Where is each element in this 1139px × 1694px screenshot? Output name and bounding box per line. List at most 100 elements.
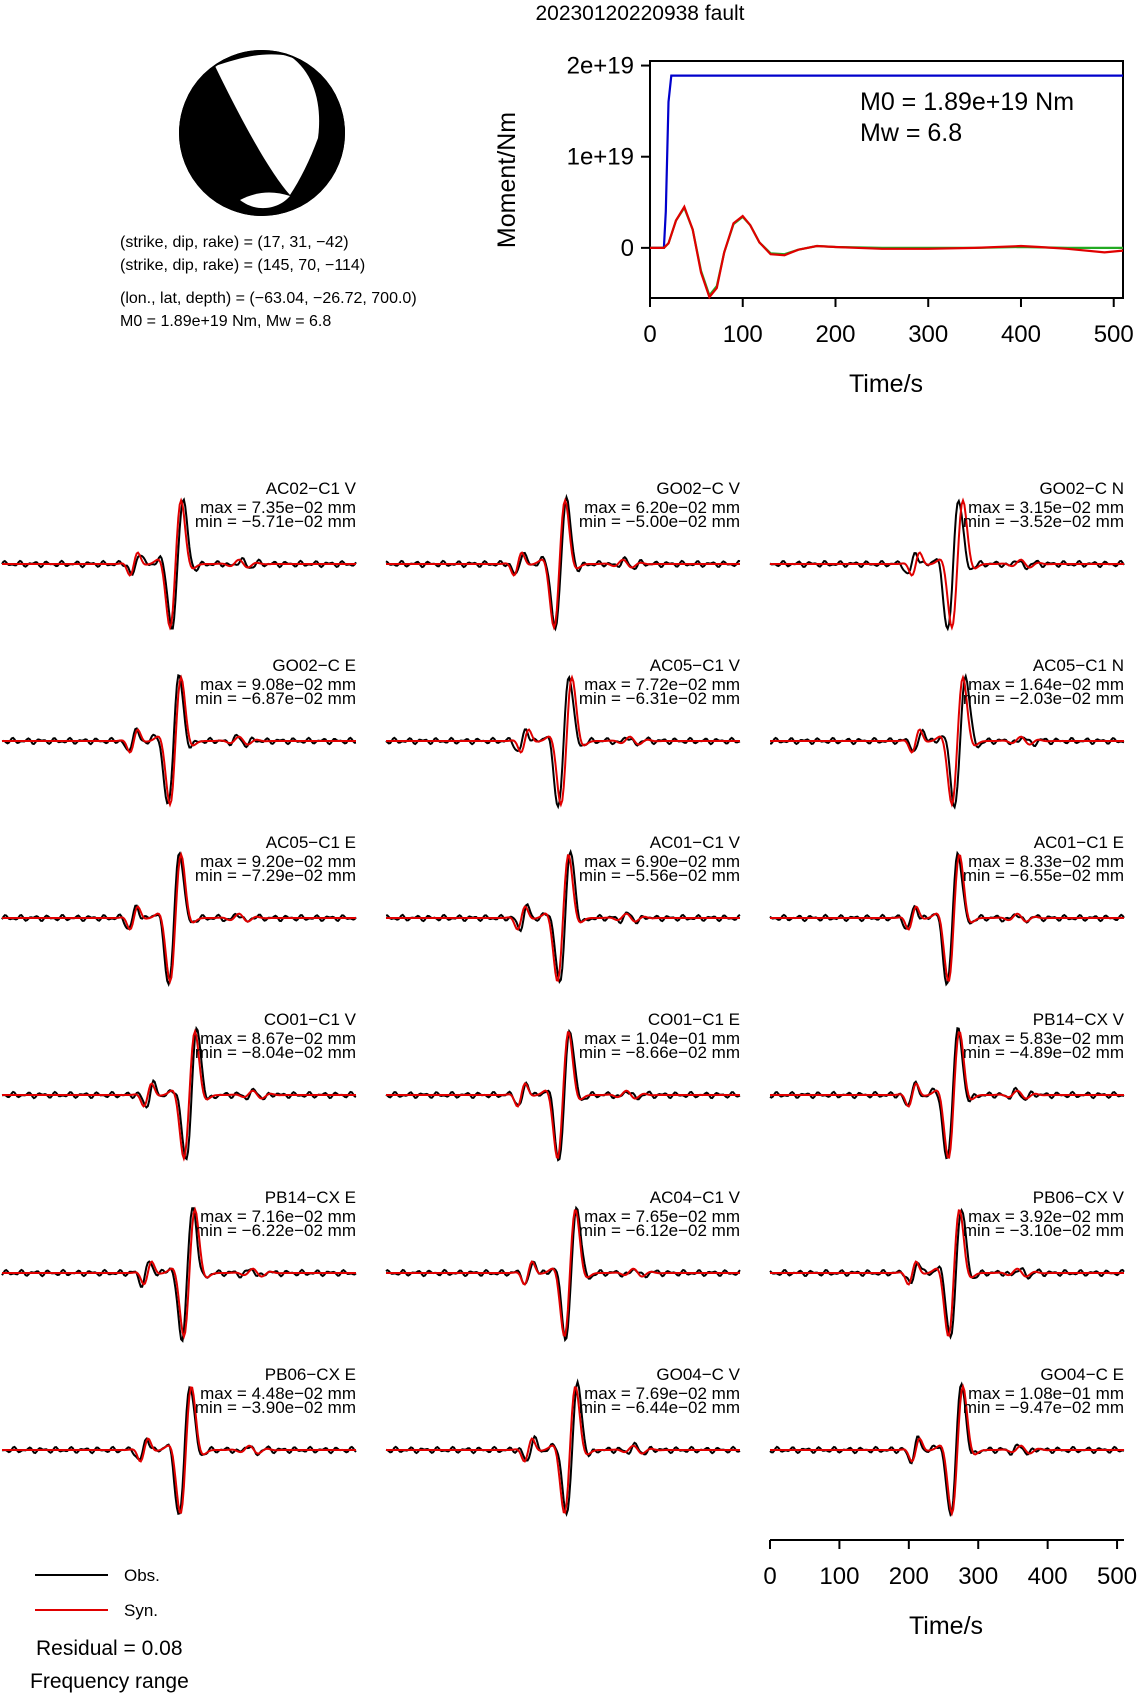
syn-trace	[386, 1209, 740, 1337]
obs-trace	[385, 848, 741, 985]
mechanism-moment: M0 = 1.89e+19 Nm, Mw = 6.8	[120, 313, 331, 330]
trace-station-label: GO04−C E	[1040, 1365, 1124, 1384]
trace-station-label: PB06−CX V	[1033, 1188, 1125, 1207]
syn-trace	[2, 1206, 356, 1340]
obs-trace	[1, 497, 357, 630]
syn-trace	[770, 1383, 1124, 1517]
moment-ytick-label: 1e+19	[567, 144, 634, 171]
mechanism-location: (lon., lat, depth) = (−63.04, −26.72, 70…	[120, 290, 417, 307]
moment-xtick-label: 0	[643, 321, 656, 348]
mechanism-plane2: (strike, dip, rake) = (145, 70, −114)	[120, 257, 365, 274]
trace-max-label: max = 4.48e−02 mm	[200, 1384, 356, 1403]
syn-trace	[2, 674, 356, 808]
syn-trace	[770, 674, 1124, 808]
trace-max-label: max = 9.20e−02 mm	[200, 852, 356, 871]
moment-series-1	[650, 205, 1123, 298]
trace-station-label: AC05−C1 V	[650, 656, 741, 675]
trace-min-label: min = −6.31e−02 mm	[579, 689, 740, 708]
moment-ylabel: Moment/Nm	[493, 112, 521, 248]
trace-min-label: min = −6.22e−02 mm	[195, 1221, 356, 1240]
trace-max-label: max = 1.64e−02 mm	[968, 675, 1124, 694]
trace-station-label: GO02−C E	[272, 656, 356, 675]
waveform-xtick-label: 200	[889, 1563, 929, 1590]
trace-max-label: max = 7.72e−02 mm	[584, 675, 740, 694]
trace-min-label: min = −9.47e−02 mm	[963, 1398, 1124, 1417]
trace-min-label: min = −6.12e−02 mm	[579, 1221, 740, 1240]
syn-trace	[386, 674, 740, 808]
moment-panel-frame	[649, 60, 1124, 299]
trace-station-label: CO01−C1 E	[648, 1010, 740, 1029]
trace-min-label: min = −6.44e−02 mm	[579, 1398, 740, 1417]
waveform-xtick-label: 300	[958, 1563, 998, 1590]
moment-mw-label: Mw = 6.8	[860, 119, 962, 147]
trace-min-label: min = −5.71e−02 mm	[195, 512, 356, 531]
waveform-xtick-label: 400	[1028, 1563, 1068, 1590]
trace-station-label: GO04−C V	[656, 1365, 740, 1384]
trace-min-label: min = −3.10e−02 mm	[963, 1221, 1124, 1240]
moment-ytick-label: 0	[621, 235, 634, 262]
moment-series	[650, 74, 1124, 300]
moment-xtick-label: 300	[908, 321, 948, 348]
trace-station-label: AC01−C1 V	[650, 833, 741, 852]
trace-max-label: max = 6.90e−02 mm	[584, 852, 740, 871]
waveform-time-axis: 0 100 200 300 400 500	[763, 1539, 1137, 1590]
trace-min-label: min = −8.66e−02 mm	[579, 1043, 740, 1062]
waveform-xtick-label: 100	[819, 1563, 859, 1590]
trace-max-label: max = 8.33e−02 mm	[968, 852, 1124, 871]
moment-xtick-label: 400	[1001, 321, 1041, 348]
trace-station-label: GO02−C V	[656, 479, 740, 498]
waveform-xtick-label: 0	[763, 1563, 776, 1590]
beachball-white-lobe-upper	[215, 54, 320, 196]
beachball-border	[179, 50, 345, 216]
trace-station-label: CO01−C1 V	[264, 1010, 357, 1029]
trace-station-label: AC02−C1 V	[266, 479, 357, 498]
frequency-range-label: Frequency range	[30, 1670, 189, 1693]
moment-m0-label: M0 = 1.89e+19 Nm	[860, 88, 1074, 116]
trace-station-label: AC05−C1 E	[266, 833, 356, 852]
waveform-xlabel: Time/s	[909, 1612, 983, 1640]
obs-trace	[770, 673, 1125, 810]
moment-xtick-label: 100	[723, 321, 763, 348]
trace-min-label: min = −8.04e−02 mm	[195, 1043, 356, 1062]
trace-max-label: max = 3.92e−02 mm	[968, 1207, 1124, 1226]
moment-axes: 0 100 200 300 400 500 0 1e+19 2e+19	[567, 53, 1134, 348]
trace-station-label: AC05−C1 N	[1033, 656, 1124, 675]
trace-max-label: max = 7.65e−02 mm	[584, 1207, 740, 1226]
trace-station-label: AC01−C1 E	[1034, 833, 1124, 852]
syn-trace	[2, 1028, 356, 1162]
syn-trace	[2, 497, 356, 631]
trace-max-label: max = 6.20e−02 mm	[584, 498, 740, 517]
trace-station-label: PB14−CX E	[265, 1188, 356, 1207]
trace-min-label: min = −7.29e−02 mm	[195, 866, 356, 885]
trace-station-label: PB06−CX E	[265, 1365, 356, 1384]
legend-syn-label: Syn.	[124, 1601, 158, 1620]
mechanism-plane1: (strike, dip, rake) = (17, 31, −42)	[120, 234, 349, 251]
trace-max-label: max = 7.35e−02 mm	[200, 498, 356, 517]
trace-max-label: max = 1.08e−01 mm	[968, 1384, 1124, 1403]
syn-trace	[770, 1031, 1124, 1159]
obs-trace	[1, 851, 357, 988]
trace-station-label: GO02−C N	[1039, 479, 1124, 498]
figure-title: 20230120220938 fault	[535, 2, 744, 25]
beachball	[179, 50, 345, 216]
trace-max-label: max = 7.69e−02 mm	[584, 1384, 740, 1403]
trace-min-label: min = −5.00e−02 mm	[579, 512, 740, 531]
moment-xlabel: Time/s	[849, 370, 923, 398]
moment-series-2	[650, 204, 1124, 300]
waveform-xtick-label: 500	[1097, 1563, 1137, 1590]
syn-trace	[386, 497, 740, 631]
trace-min-label: min = −2.03e−02 mm	[963, 689, 1124, 708]
trace-min-label: min = −3.90e−02 mm	[195, 1398, 356, 1417]
